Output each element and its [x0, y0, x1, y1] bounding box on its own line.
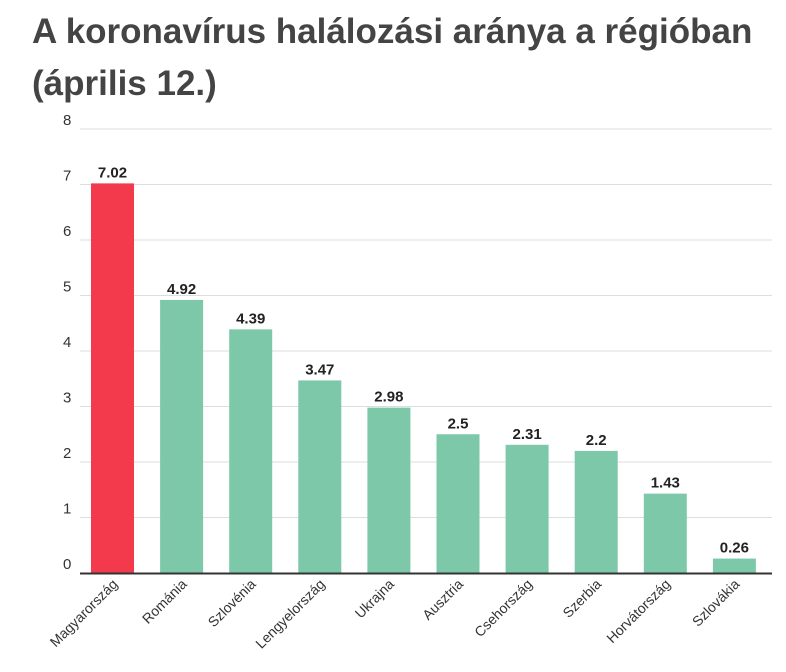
value-label: 1.43: [651, 475, 680, 492]
bar: [643, 493, 687, 573]
value-label: 2.5: [448, 415, 469, 432]
y-tick-label: 7: [63, 168, 71, 185]
value-label: 4.92: [167, 281, 196, 298]
bar: [436, 434, 480, 573]
y-tick-label: 6: [63, 223, 71, 240]
value-label: 3.47: [305, 361, 334, 378]
value-label: 0.26: [720, 540, 749, 557]
bar: [367, 407, 411, 573]
y-tick-label: 3: [63, 390, 71, 407]
bar: [505, 444, 549, 573]
bar: [712, 558, 756, 573]
y-tick-label: 1: [63, 501, 71, 518]
category-label: Románia: [139, 576, 190, 627]
bar: [574, 450, 618, 573]
category-label: Ausztria: [419, 576, 466, 623]
bar: [298, 380, 342, 573]
category-label: Lengyelország: [252, 576, 328, 652]
value-labels: 7.02 4.92 4.39 3.47 2.98 2.5 2.31 2.2 1.43 0.26: [98, 164, 749, 556]
y-tick-label: 8: [63, 112, 71, 129]
bar: [160, 299, 204, 573]
category-label: Szerbia: [559, 576, 604, 621]
category-label: Szlovákia: [689, 576, 743, 630]
category-label: Horvátország: [603, 576, 673, 646]
value-label: 7.02: [98, 164, 127, 181]
bars: [91, 183, 756, 573]
bar: [229, 329, 273, 573]
chart-title: A koronavírus halálozási aránya a régiób…: [32, 12, 753, 103]
y-tick-label: 0: [63, 556, 71, 573]
y-axis-ticks: 0 1 2 3 4 5 6 7 8: [63, 112, 71, 573]
y-tick-label: 4: [63, 334, 71, 351]
grid-lines: [80, 128, 772, 518]
category-label: Szlovénia: [205, 576, 259, 630]
value-label: 2.31: [512, 426, 541, 443]
category-label: Csehország: [471, 576, 535, 640]
category-labels: Magyarország Románia SzlovéniaLengyelorszá…: [47, 576, 743, 652]
y-tick-label: 2: [63, 445, 71, 462]
value-label: 2.98: [374, 389, 403, 406]
value-label: 4.39: [236, 310, 265, 327]
category-label: Ukrajna: [352, 576, 398, 622]
category-label: Magyarország: [47, 576, 121, 650]
value-label: 2.2: [586, 432, 607, 449]
bar: [91, 183, 134, 573]
y-tick-label: 5: [63, 279, 71, 296]
